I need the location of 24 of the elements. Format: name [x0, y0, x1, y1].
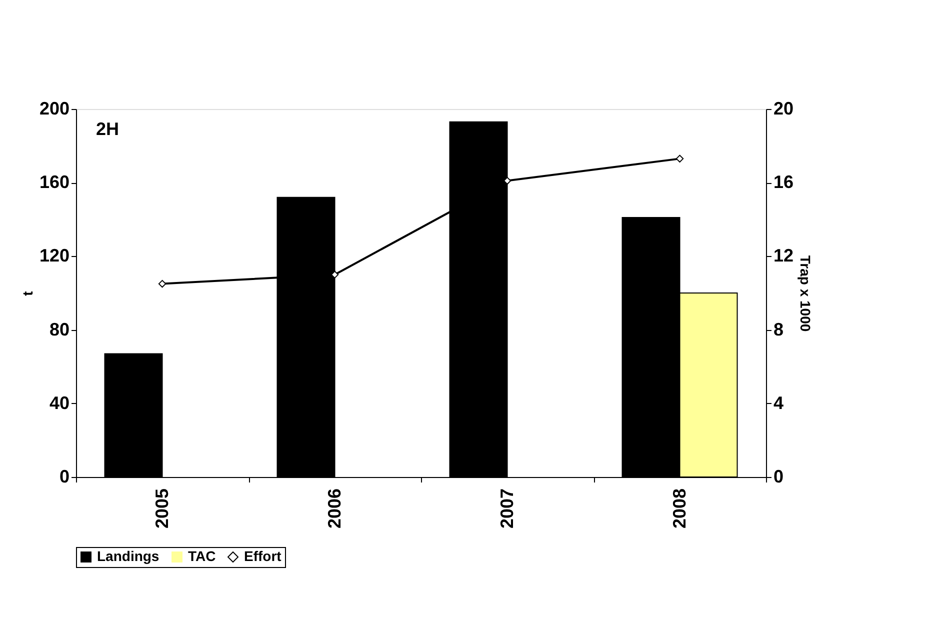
- y2-tick-label: 12: [774, 246, 794, 266]
- legend-label: Landings: [97, 548, 160, 564]
- y-tick-label: 0: [59, 466, 70, 486]
- x-tick-label: 2007: [496, 488, 517, 529]
- y-tick-label: 80: [49, 319, 70, 340]
- y-tick-label: 40: [49, 392, 70, 413]
- point: [158, 280, 166, 288]
- y-tick-label: 200: [39, 98, 70, 118]
- x-tick-label: 2005: [152, 488, 172, 529]
- y2-tick-label: 4: [774, 392, 784, 413]
- y2-tick-label: 20: [774, 98, 794, 118]
- y-tick-label: 160: [39, 172, 70, 192]
- y2-tick-label: 0: [774, 466, 784, 486]
- y2-tick-label: 16: [774, 172, 794, 192]
- y-tick-label: 120: [39, 246, 70, 266]
- y2-tick-label: 8: [774, 319, 784, 340]
- legend-label: Effort: [244, 548, 282, 564]
- x-tick-label: 2006: [324, 488, 344, 529]
- point: [676, 154, 684, 163]
- y-axis-title: t: [19, 290, 36, 296]
- y2-axis-title: Trap x 1000: [798, 255, 814, 332]
- annotation: 2H: [96, 119, 120, 139]
- x-tick-label: 2008: [669, 488, 690, 529]
- legend-label: TAC: [188, 548, 216, 564]
